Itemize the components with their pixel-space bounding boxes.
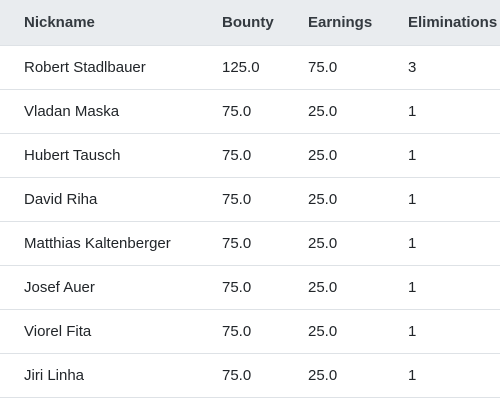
cell-eliminations: 1 bbox=[384, 353, 500, 398]
column-header-nickname[interactable]: Nickname bbox=[0, 0, 198, 46]
cell-earnings: 25.0 bbox=[284, 89, 384, 134]
table-row: Robert Stadlbauer 125.0 75.0 3 bbox=[0, 45, 500, 90]
cell-bounty: 75.0 bbox=[198, 309, 284, 354]
table-row: Jiri Linha 75.0 25.0 1 bbox=[0, 353, 500, 398]
cell-earnings: 25.0 bbox=[284, 221, 384, 266]
table-row: Josef Auer 75.0 25.0 1 bbox=[0, 265, 500, 310]
cell-earnings: 25.0 bbox=[284, 265, 384, 310]
cell-bounty: 75.0 bbox=[198, 133, 284, 178]
cell-nickname: David Riha bbox=[0, 177, 198, 222]
cell-nickname: Robert Stadlbauer bbox=[0, 45, 198, 90]
table-row: David Riha 75.0 25.0 1 bbox=[0, 177, 500, 222]
cell-bounty: 75.0 bbox=[198, 353, 284, 398]
cell-nickname: Jiri Linha bbox=[0, 353, 198, 398]
cell-bounty: 125.0 bbox=[198, 45, 284, 90]
cell-bounty: 75.0 bbox=[198, 89, 284, 134]
cell-nickname: Vladan Maska bbox=[0, 89, 198, 134]
cell-nickname: Viorel Fita bbox=[0, 309, 198, 354]
column-header-earnings[interactable]: Earnings bbox=[284, 0, 384, 46]
cell-earnings: 25.0 bbox=[284, 133, 384, 178]
cell-nickname: Matthias Kaltenberger bbox=[0, 221, 198, 266]
cell-bounty: 75.0 bbox=[198, 177, 284, 222]
header-row: Nickname Bounty Earnings Eliminations bbox=[0, 0, 500, 46]
cell-nickname: Josef Auer bbox=[0, 265, 198, 310]
cell-eliminations: 3 bbox=[384, 45, 500, 90]
cell-eliminations: 1 bbox=[384, 309, 500, 354]
cell-nickname: Hubert Tausch bbox=[0, 133, 198, 178]
table-row: Hubert Tausch 75.0 25.0 1 bbox=[0, 133, 500, 178]
cell-earnings: 25.0 bbox=[284, 177, 384, 222]
cell-earnings: 25.0 bbox=[284, 353, 384, 398]
table-row: Vladan Maska 75.0 25.0 1 bbox=[0, 89, 500, 134]
table-row: Matthias Kaltenberger 75.0 25.0 1 bbox=[0, 221, 500, 266]
cell-eliminations: 1 bbox=[384, 265, 500, 310]
cell-eliminations: 1 bbox=[384, 177, 500, 222]
cell-eliminations: 1 bbox=[384, 221, 500, 266]
cell-eliminations: 1 bbox=[384, 89, 500, 134]
table-body: Robert Stadlbauer 125.0 75.0 3 Vladan Ma… bbox=[0, 45, 500, 398]
table-header: Nickname Bounty Earnings Eliminations bbox=[0, 0, 500, 46]
column-header-eliminations[interactable]: Eliminations bbox=[384, 0, 500, 46]
cell-eliminations: 1 bbox=[384, 133, 500, 178]
cell-earnings: 25.0 bbox=[284, 309, 384, 354]
cell-bounty: 75.0 bbox=[198, 221, 284, 266]
cell-bounty: 75.0 bbox=[198, 265, 284, 310]
column-header-bounty[interactable]: Bounty bbox=[198, 0, 284, 46]
table-row: Viorel Fita 75.0 25.0 1 bbox=[0, 309, 500, 354]
cell-earnings: 75.0 bbox=[284, 45, 384, 90]
